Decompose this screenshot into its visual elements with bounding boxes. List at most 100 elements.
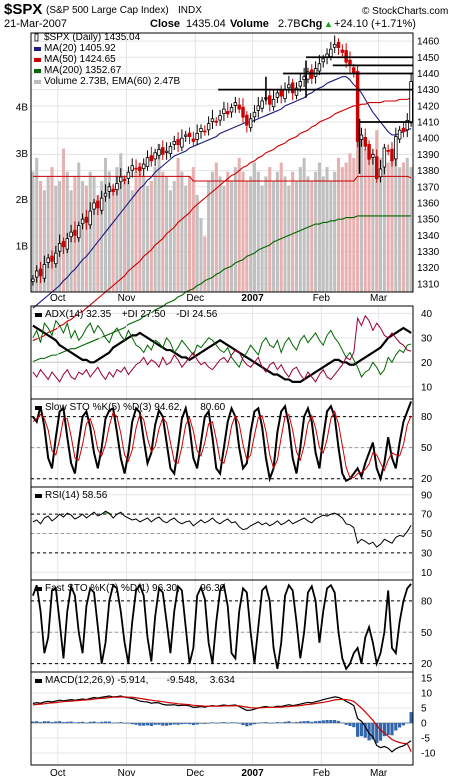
candle-body	[344, 50, 348, 63]
legend-swatch	[34, 47, 41, 51]
candle-body	[237, 104, 241, 110]
ma20-line	[32, 76, 412, 309]
series-line	[32, 510, 412, 548]
volume-bar	[336, 157, 341, 292]
legend-swatch	[35, 587, 42, 591]
candle-body	[355, 71, 360, 142]
macd-histogram-bar	[134, 723, 138, 725]
macd-histogram-bar	[199, 723, 203, 724]
candle-body	[248, 118, 253, 129]
volume-bar	[88, 171, 92, 292]
month-label: Mar	[370, 768, 388, 779]
candle-body	[386, 149, 390, 152]
price-tick-label: 1380	[417, 166, 440, 177]
macd-histogram-bar	[386, 723, 390, 735]
volume-bar	[218, 176, 222, 292]
month-label: Dec	[186, 293, 204, 304]
series-line	[32, 324, 412, 383]
macd-histogram-bar	[65, 721, 69, 723]
macd-histogram-bar	[218, 722, 222, 723]
macd-histogram-bar	[207, 723, 211, 724]
indicator-tick-label: 20	[421, 659, 433, 670]
macd-histogram-bar	[229, 722, 234, 723]
candle-body	[290, 82, 295, 94]
candle-body	[332, 43, 337, 48]
candle-body	[65, 238, 70, 250]
indicator-tick-label: 50	[421, 529, 433, 540]
series-line	[32, 401, 413, 483]
legend-label: 96.30	[200, 583, 225, 594]
volume-bar	[401, 162, 405, 292]
month-label: Mar	[370, 293, 388, 304]
macd-histogram-bar	[157, 723, 161, 725]
macd-histogram-bar	[210, 722, 215, 723]
volume-bar	[168, 190, 172, 292]
chart-date: 21-Mar-2007	[4, 18, 67, 30]
candle-body	[229, 107, 234, 113]
macd-histogram-bar	[142, 723, 146, 726]
candle-body	[80, 218, 85, 225]
legend-swatch	[35, 679, 42, 683]
volume-bar	[172, 181, 176, 292]
chg-value: +24.10 (+1.71%)	[334, 18, 416, 30]
macd-histogram-bar	[298, 721, 302, 723]
close-label: Close	[150, 18, 180, 30]
volume-bar	[35, 157, 39, 292]
volume-bar	[344, 162, 348, 292]
macd-histogram-bar	[409, 712, 413, 723]
price-tick-label: 1340	[417, 231, 440, 242]
volume-bar	[252, 162, 256, 292]
candle-body	[54, 252, 58, 265]
legend-swatch	[34, 69, 41, 73]
volume-bar	[176, 157, 180, 292]
macd-histogram-bar	[233, 722, 237, 723]
macd-histogram-bar	[31, 721, 35, 723]
volume-bar	[119, 153, 123, 292]
volume-bar	[111, 185, 115, 292]
series-line	[32, 314, 412, 383]
indicator-panel: 20 50 80 Fast STO %K(7) %D(1) 96.30, 96.30	[30, 579, 433, 673]
price-tick-label: 1320	[417, 263, 440, 274]
candle-body	[88, 210, 92, 226]
candle-body	[225, 111, 230, 115]
volume-tick-label: 2B	[16, 195, 29, 206]
volume-bar	[199, 218, 203, 292]
macd-histogram-bar	[73, 722, 77, 723]
legend-label: Volume 2.73B, EMA(60) 2.47B	[44, 76, 181, 87]
legend-label: Slow STO %K(5) %D(3) 94.62,	[45, 402, 182, 413]
month-label: Nov	[118, 293, 136, 304]
volume-bar	[191, 167, 195, 292]
macd-histogram-bar	[268, 723, 272, 724]
candle-body	[222, 108, 226, 115]
volume-bar	[123, 176, 127, 292]
candle-body	[287, 84, 291, 89]
volume-bar	[142, 176, 146, 292]
macd-histogram-bar	[126, 723, 131, 724]
rsi-overbought-fill	[101, 511, 110, 515]
legend-label: -9.548,	[167, 675, 198, 686]
price-tick-label: 1350	[417, 215, 440, 226]
macd-histogram-bar	[38, 722, 43, 723]
legend-label: 80.60	[200, 402, 225, 413]
candle-body	[149, 155, 154, 162]
macd-histogram-bar	[321, 720, 325, 723]
candle-body	[214, 120, 219, 123]
volume-label: Volume	[230, 18, 269, 30]
macd-histogram-bar	[310, 721, 314, 723]
volume-bar	[184, 185, 188, 292]
volume-bar	[31, 171, 35, 292]
macd-histogram-bar	[344, 723, 348, 725]
volume-bar	[382, 148, 386, 292]
indicator-tick-label: 5	[421, 704, 427, 715]
candle-body	[50, 255, 54, 262]
volume-bar	[42, 190, 46, 292]
macd-histogram-bar	[191, 723, 195, 726]
volume-bar	[161, 171, 165, 292]
month-label: 2007	[241, 293, 264, 304]
volume-bar	[126, 181, 130, 292]
volume-bar	[107, 171, 111, 292]
macd-histogram-bar	[61, 722, 66, 723]
series-line	[32, 695, 412, 753]
macd-histogram-bar	[275, 722, 279, 723]
